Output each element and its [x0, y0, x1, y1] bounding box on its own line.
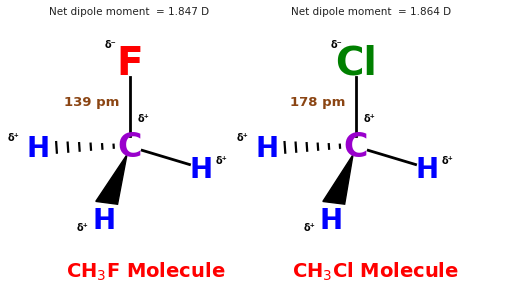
Text: C: C — [343, 131, 368, 164]
Text: H: H — [320, 207, 343, 235]
Text: δ⁺: δ⁺ — [442, 156, 454, 166]
Text: δ⁺: δ⁺ — [364, 114, 376, 124]
Polygon shape — [323, 155, 353, 204]
Text: CH$_3$Cl Molecule: CH$_3$Cl Molecule — [292, 261, 459, 283]
Text: F: F — [116, 45, 143, 83]
Text: Net dipole moment  = 1.847 D: Net dipole moment = 1.847 D — [49, 7, 210, 17]
Text: H: H — [415, 156, 438, 184]
Text: H: H — [255, 135, 278, 163]
Text: Net dipole moment  = 1.864 D: Net dipole moment = 1.864 D — [291, 7, 451, 17]
Text: C: C — [117, 131, 142, 164]
Text: 178 pm: 178 pm — [290, 96, 345, 109]
Polygon shape — [96, 155, 127, 204]
Text: δ⁺: δ⁺ — [138, 114, 150, 124]
Text: δ⁻: δ⁻ — [104, 39, 116, 49]
Text: δ⁺: δ⁺ — [304, 223, 316, 233]
Text: 139 pm: 139 pm — [64, 96, 119, 109]
Text: H: H — [26, 135, 50, 163]
Text: H: H — [92, 207, 116, 235]
Text: δ⁻: δ⁻ — [330, 39, 342, 49]
Text: Cl: Cl — [335, 45, 376, 83]
Text: H: H — [189, 156, 212, 184]
Text: CH$_3$F Molecule: CH$_3$F Molecule — [66, 261, 226, 283]
Text: δ⁺: δ⁺ — [236, 133, 248, 143]
Text: δ⁺: δ⁺ — [8, 133, 20, 143]
Text: δ⁺: δ⁺ — [77, 223, 89, 233]
Text: δ⁺: δ⁺ — [216, 156, 228, 166]
